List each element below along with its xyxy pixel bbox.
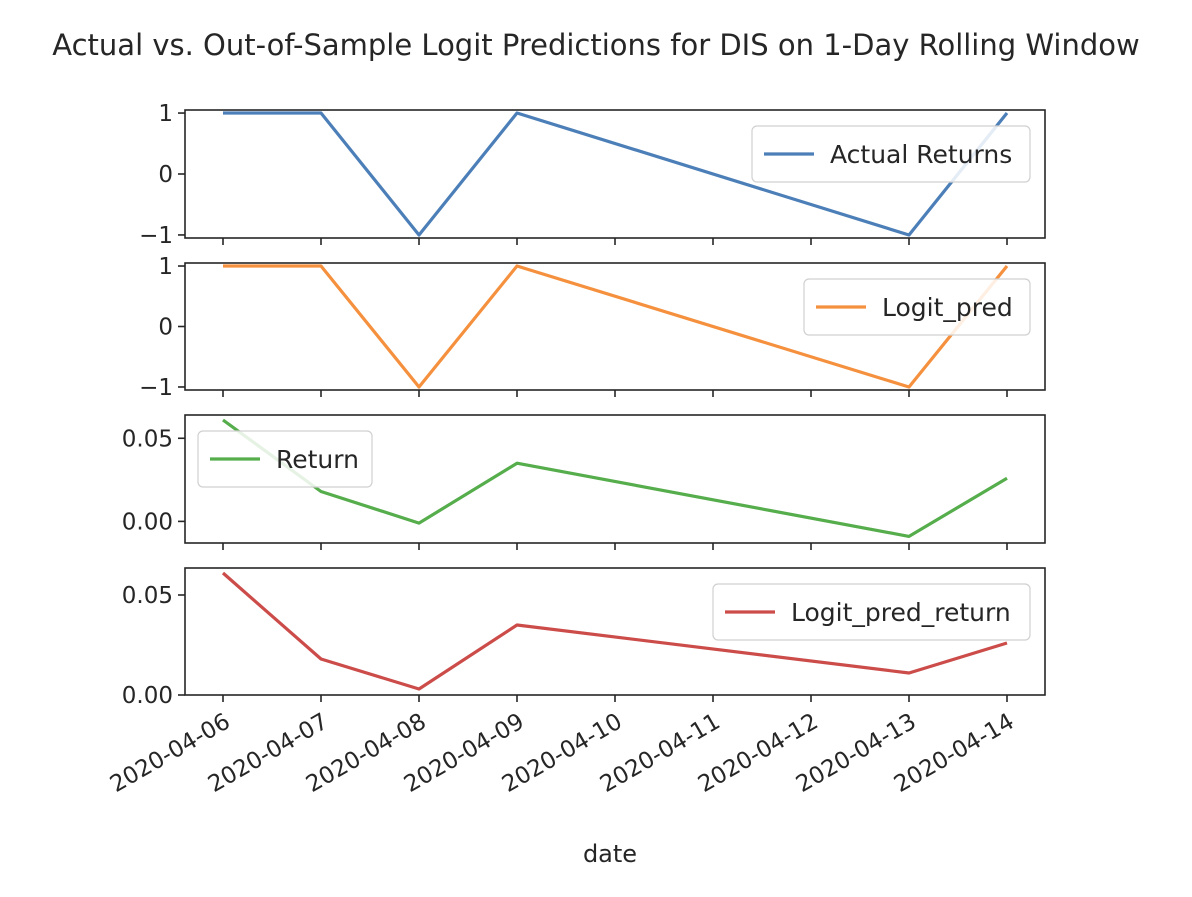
subplots: 1 0 −1 Actual Returns 1 0 −1 Logit_pred 0.05 0.00… (122, 101, 1045, 709)
legend: Return (198, 431, 372, 487)
y-tick-label: 0 (158, 315, 173, 341)
subplot-1: 1 0 −1 Actual Returns (139, 101, 1045, 249)
y-tick-label: 0 (158, 162, 173, 188)
y-tick-label: 0.05 (122, 426, 173, 452)
legend-label: Logit_pred (882, 293, 1013, 322)
y-tick-label: 0.05 (122, 583, 173, 609)
y-tick-label: −1 (139, 375, 173, 401)
legend-label: Actual Returns (830, 140, 1012, 169)
y-tick-label: 0.00 (122, 683, 173, 709)
y-tick-label: 1 (158, 101, 173, 127)
y-tick-label: 0.00 (122, 509, 173, 535)
legend: Logit_pred (804, 279, 1030, 335)
legend: Logit_pred_return (713, 584, 1030, 640)
x-tick-labels: 2020-04-062020-04-072020-04-082020-04-09… (106, 709, 1019, 798)
y-tick-label: 1 (158, 254, 173, 280)
subplot-2: 1 0 −1 Logit_pred (139, 254, 1045, 401)
legend-label: Logit_pred_return (791, 598, 1011, 627)
legend-label: Return (276, 445, 359, 474)
x-axis-label: date (583, 840, 637, 868)
subplot-4: 0.05 0.00 Logit_pred_return (122, 568, 1045, 709)
chart-title: Actual vs. Out-of-Sample Logit Predictio… (52, 28, 1139, 62)
subplot-3: 0.05 0.00 Return (122, 415, 1045, 550)
y-tick-label: −1 (139, 223, 173, 249)
legend: Actual Returns (752, 126, 1030, 182)
